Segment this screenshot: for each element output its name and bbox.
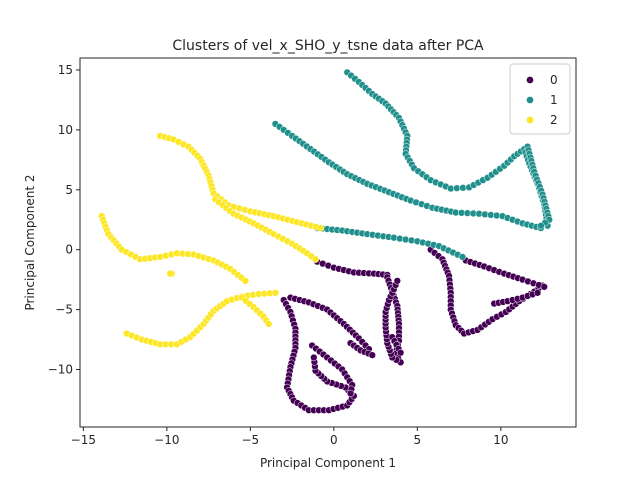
y-tick-label: −5 (55, 303, 73, 317)
x-axis-label: Principal Component 1 (260, 456, 396, 470)
data-point (537, 222, 545, 230)
x-tick-label: −10 (154, 433, 179, 447)
x-tick-label: 10 (493, 433, 508, 447)
data-point (311, 255, 320, 263)
y-tick-label: 15 (58, 63, 73, 77)
data-point (453, 184, 461, 192)
x-tick-label: 0 (330, 433, 338, 447)
x-tick-label: 5 (414, 433, 422, 447)
y-tick-label: −10 (48, 362, 73, 376)
legend-marker-1 (526, 96, 534, 104)
chart-title: Clusters of vel_x_SHO_y_tsne data after … (172, 38, 484, 54)
legend-box (509, 63, 571, 135)
data-point (310, 353, 318, 362)
y-tick-label: 0 (65, 243, 73, 257)
data-point (166, 269, 174, 278)
legend-marker-2 (526, 116, 534, 124)
legend-label-1: 1 (550, 93, 558, 107)
scatter-points (98, 68, 553, 414)
legend-label-0: 0 (550, 73, 558, 87)
data-point (458, 253, 467, 261)
plot-frame (79, 57, 577, 428)
y-tick-label: 10 (58, 123, 73, 137)
data-point (396, 349, 405, 357)
y-axis-label: Principal Component 2 (23, 174, 37, 310)
legend-marker-0 (526, 76, 534, 84)
data-point (241, 277, 249, 285)
data-point (533, 289, 542, 297)
legend: 0 1 2 (509, 63, 571, 135)
y-tick-label: 5 (65, 183, 73, 197)
data-point (346, 389, 355, 398)
x-tick-label: −5 (241, 433, 259, 447)
data-point (316, 224, 325, 232)
x-axis-ticks: −15 −10 −5 0 5 10 (71, 427, 508, 447)
data-point (447, 184, 455, 193)
data-point (271, 289, 280, 297)
data-point (459, 184, 467, 192)
x-tick-label: −15 (71, 433, 96, 447)
data-point (265, 320, 273, 328)
data-point (393, 277, 401, 285)
y-axis-ticks: −10 −5 0 5 10 15 (48, 63, 80, 376)
data-point (368, 351, 376, 359)
legend-label-2: 2 (550, 113, 558, 127)
series-2 (98, 132, 325, 348)
series-0 (280, 246, 548, 414)
data-point (540, 283, 548, 291)
